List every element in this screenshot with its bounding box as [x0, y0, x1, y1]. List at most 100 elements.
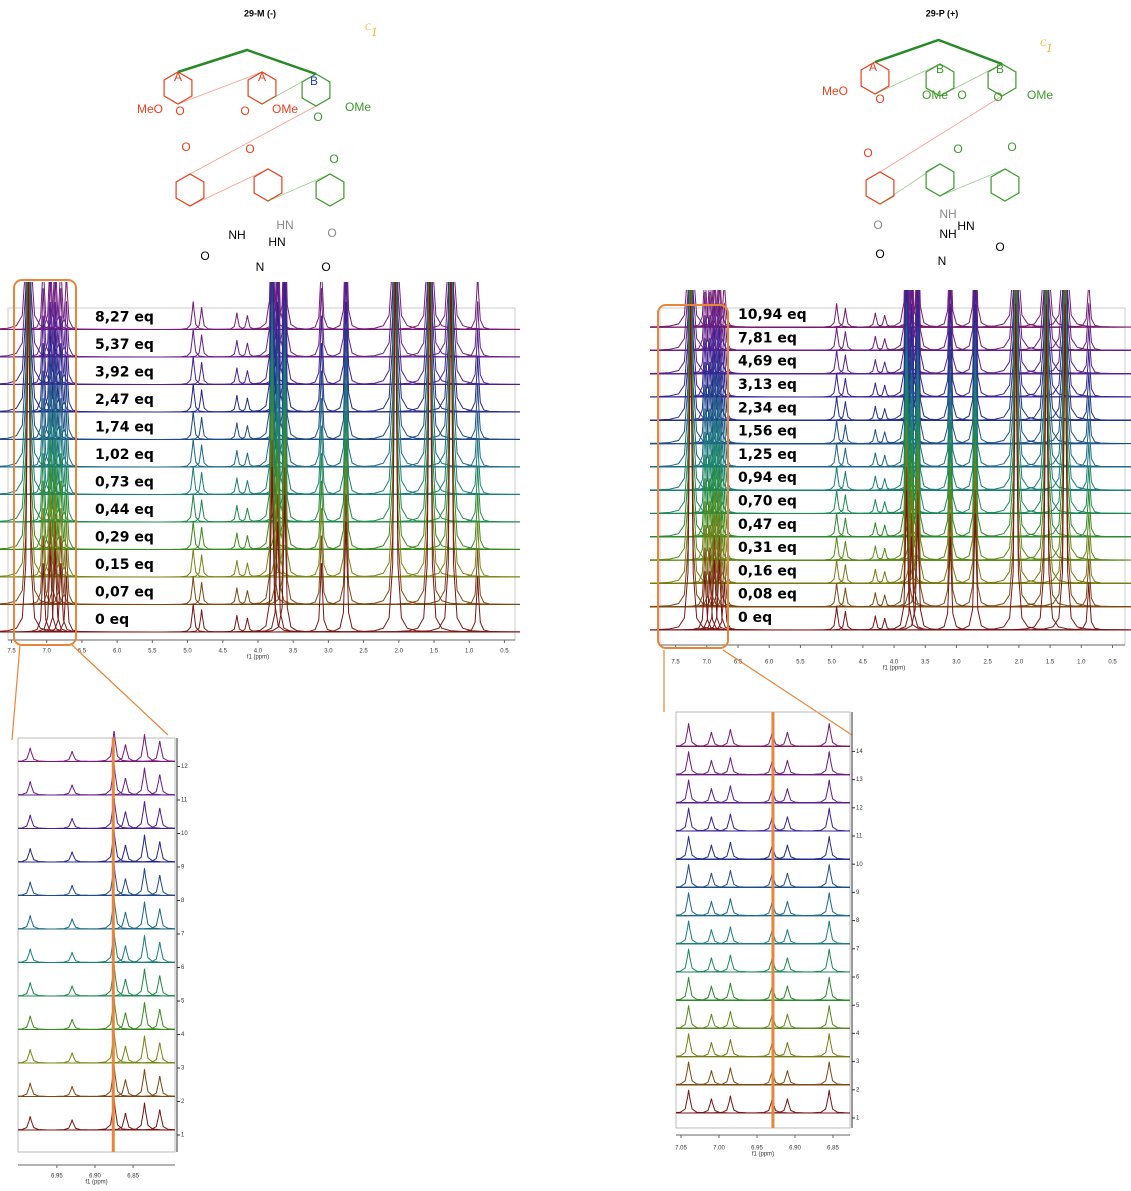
x-tick-label: 2.0	[1015, 660, 1024, 666]
atom-label: O	[953, 142, 962, 156]
peak	[18, 968, 175, 997]
peak	[849, 290, 1131, 328]
peak	[809, 490, 1131, 608]
peak	[311, 492, 520, 550]
peak	[922, 465, 1131, 514]
peak	[922, 511, 1131, 561]
y-tick-label: 14	[856, 749, 863, 755]
peak	[676, 954, 850, 973]
x-tick-label: 1.5	[1046, 660, 1055, 666]
peak	[18, 740, 175, 762]
atom-label: A	[174, 70, 182, 84]
x-tick-label: 5.0	[827, 660, 836, 666]
peak	[809, 513, 1131, 631]
peak	[849, 290, 1131, 421]
peak	[27, 548, 360, 578]
y-tick-label: 3	[856, 1059, 860, 1065]
y-tick-label: 5	[181, 999, 185, 1005]
symmetry-label: C1	[365, 22, 378, 39]
peak	[650, 559, 881, 631]
peak	[18, 1042, 175, 1064]
peak	[676, 816, 850, 832]
equivalents-label: 1,56 eq	[738, 424, 797, 440]
peak	[676, 728, 850, 747]
y-tick-label: 3	[181, 1066, 185, 1072]
peak	[18, 1001, 175, 1030]
peak	[676, 813, 850, 832]
peak	[27, 493, 360, 523]
atom-label: O	[875, 92, 884, 106]
peak	[676, 982, 850, 1001]
peak	[676, 863, 850, 888]
symmetry-letter: C	[1040, 38, 1047, 48]
x-tick-label: 6.0	[113, 649, 122, 655]
panel-title: 29-P (+)	[926, 8, 959, 18]
peak	[18, 733, 175, 762]
peak	[922, 325, 1131, 375]
peak	[922, 348, 1131, 398]
y-tick-label: 10	[181, 831, 188, 837]
atom-label: O	[873, 218, 882, 232]
x-tick-label: 7.05	[675, 1146, 687, 1152]
peak	[809, 290, 1131, 351]
peak	[18, 948, 175, 963]
peak	[676, 1061, 850, 1086]
y-tick-label: 9	[856, 890, 860, 896]
atom-label: N	[256, 260, 265, 274]
peak	[18, 844, 175, 863]
x-tick-label: 3.5	[289, 649, 298, 655]
x-tick-label: 6.85	[127, 1174, 139, 1180]
equivalents-label: 5,37 eq	[95, 337, 154, 353]
x-tick-label: 4.0	[890, 660, 899, 666]
equivalents-label: 8,27 eq	[95, 310, 154, 326]
x-tick-label: 4.5	[219, 649, 228, 655]
peak	[676, 750, 850, 776]
ring	[990, 168, 1020, 202]
y-tick-label: 10	[856, 862, 863, 868]
zoom-spectrum	[676, 722, 850, 1114]
atom-label: HN	[268, 235, 285, 249]
peak	[18, 975, 175, 997]
zoom-frame	[675, 711, 851, 1129]
peak	[18, 1079, 175, 1097]
peak	[18, 818, 175, 829]
peak	[880, 290, 1131, 328]
peak	[676, 779, 850, 804]
peak	[18, 1082, 175, 1097]
peak	[809, 420, 1131, 538]
peak	[27, 603, 360, 633]
peak	[676, 722, 850, 747]
symmetry-subscript: 1	[371, 24, 378, 39]
x-tick-label: 6.90	[789, 1146, 801, 1152]
peak	[676, 1010, 850, 1029]
peak	[311, 520, 520, 578]
peak	[922, 442, 1131, 491]
peak	[676, 731, 850, 747]
peak	[676, 869, 850, 888]
peak	[676, 900, 850, 917]
atom-label: MeO	[137, 102, 163, 116]
peak	[18, 831, 175, 863]
peak	[922, 488, 1131, 538]
peak	[18, 981, 175, 997]
atom-label: OMe	[1027, 88, 1053, 102]
peak	[676, 863, 850, 888]
highlight-box	[657, 304, 729, 649]
y-tick-label: 6	[856, 975, 860, 981]
x-tick-label: 6.85	[827, 1146, 839, 1152]
peak	[676, 957, 850, 973]
peak	[676, 872, 850, 888]
peak	[18, 1031, 175, 1064]
bond	[189, 168, 269, 207]
peak	[809, 350, 1131, 468]
atom-label: OMe	[345, 100, 371, 114]
peak	[676, 756, 850, 776]
peak	[650, 290, 857, 328]
peak	[27, 355, 360, 385]
atom-label: O	[875, 247, 884, 261]
bond	[939, 168, 1006, 197]
peak	[676, 1004, 850, 1029]
bond	[267, 173, 331, 202]
peak	[27, 575, 360, 605]
y-tick-label: 12	[181, 764, 188, 770]
